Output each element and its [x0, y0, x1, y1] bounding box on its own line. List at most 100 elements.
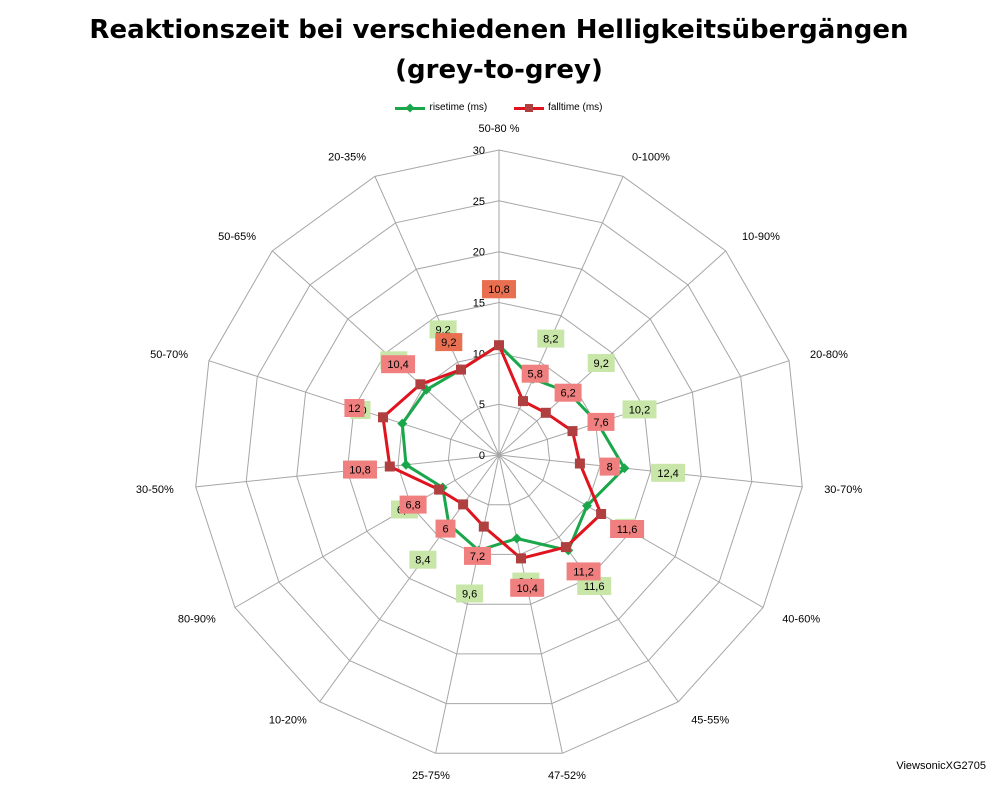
falltime-data-label: 5,8	[528, 369, 543, 381]
risetime-data-label-bg	[651, 463, 686, 482]
category-label: 10-90%	[742, 231, 780, 243]
grid-ring	[195, 149, 803, 754]
risetime-data-label-bg	[622, 400, 657, 419]
category-label: 47-52%	[548, 770, 586, 782]
radial-tick-label: 25	[473, 196, 485, 208]
falltime-point	[540, 407, 551, 418]
category-label: 20-35%	[328, 151, 366, 163]
falltime-data-label-bg	[381, 355, 416, 374]
falltime-data-label: 6,2	[560, 388, 575, 400]
radial-tick-label: 20	[473, 247, 485, 259]
risetime-data-label: 8,2	[543, 334, 558, 346]
falltime-data-label: 8	[607, 462, 613, 474]
category-label: 30-70%	[824, 484, 862, 496]
falltime-data-label: 10,4	[516, 583, 537, 595]
credit-label: ViewsonicXG2705	[896, 760, 986, 772]
falltime-series-line	[381, 343, 603, 560]
falltime-point	[494, 340, 504, 351]
risetime-data-label-bg	[577, 577, 612, 595]
category-labels: 50-80 % 0-100% 10-90% 20-80% 30-70% 40-60% 45-…	[136, 123, 862, 782]
falltime-data-label-bg	[554, 383, 582, 402]
category-label: 50-65%	[218, 231, 256, 243]
falltime-data-label-bg	[521, 364, 549, 383]
falltime-data-label-bg	[610, 520, 645, 538]
category-label: 50-80 %	[479, 123, 520, 135]
radial-tick-label: 0	[479, 450, 485, 462]
category-label: 45-55%	[691, 715, 729, 727]
falltime-data-label-bg	[343, 460, 377, 479]
falltime-point	[567, 426, 578, 437]
risetime-data-label-bg	[409, 550, 437, 569]
falltime-data-label: 10,8	[488, 284, 509, 296]
falltime-data-label: 7,2	[470, 551, 485, 563]
falltime-data-label-bg	[399, 495, 427, 514]
grid-spoke	[435, 454, 500, 754]
risetime-data-label: 10,2	[629, 404, 650, 416]
falltime-point	[478, 521, 489, 532]
grid-spoke	[498, 454, 563, 754]
legend-item-falltime: falltime (ms)	[514, 102, 603, 113]
grid-ring	[346, 301, 652, 605]
grid-spoke	[498, 250, 727, 456]
falltime-point	[518, 396, 528, 407]
category-label: 0-100%	[632, 151, 670, 163]
chart-title: Reaktionszeit bei verschiedenen Helligke…	[0, 10, 998, 90]
falltime-data-label-bg	[510, 578, 545, 597]
falltime-data-label-bg	[566, 562, 601, 581]
falltime-point	[456, 364, 466, 375]
risetime-data-label: 11,6	[584, 581, 605, 593]
legend-risetime-label: risetime (ms)	[429, 102, 488, 113]
falltime-point	[516, 553, 526, 564]
falltime-data-label: 9,2	[441, 337, 456, 349]
risetime-data-label: 9,2	[594, 358, 609, 370]
falltime-data-label-bg	[599, 457, 620, 476]
falltime-data-label: 11,2	[573, 566, 594, 578]
grid-spoke	[374, 176, 500, 456]
falltime-point	[415, 379, 426, 390]
grid-spoke	[319, 454, 500, 703]
category-label: 25-75%	[412, 770, 450, 782]
grid-ring	[245, 200, 753, 705]
falltime-data-label-bg	[464, 546, 491, 565]
legend-risetime-swatch	[395, 102, 426, 113]
falltime-data-label-bg	[344, 399, 365, 417]
risetime-data-label-bg	[587, 354, 615, 372]
series-layer	[378, 340, 630, 564]
risetime-data-label: 12,4	[657, 468, 678, 480]
risetime-data-label-bg	[456, 584, 484, 603]
category-label: 40-60%	[782, 614, 820, 626]
grid-spoke	[234, 454, 500, 608]
falltime-point	[596, 509, 607, 519]
falltime-point	[378, 412, 388, 423]
category-label: 30-50%	[136, 484, 174, 496]
data-labels: 10,88,29,210,212,41011,68,49,68,46,49,21…	[343, 280, 686, 603]
falltime-point	[574, 458, 585, 469]
falltime-data-label: 10,4	[387, 359, 408, 371]
falltime-data-label: 6	[442, 524, 448, 536]
radial-tick-label: 5	[479, 399, 485, 411]
legend-item-risetime: risetime (ms)	[395, 102, 487, 113]
grid-spoke	[498, 176, 624, 456]
grid-spoke	[498, 454, 803, 488]
falltime-point	[560, 542, 571, 553]
chart-title-line1: Reaktionszeit bei verschiedenen Helligke…	[89, 15, 909, 45]
falltime-point	[458, 499, 469, 510]
grid-ring	[447, 403, 551, 506]
falltime-data-label: 7,6	[593, 417, 608, 429]
falltime-point	[434, 484, 445, 495]
radial-tick-label: 15	[473, 298, 485, 310]
falltime-point	[384, 461, 395, 472]
risetime-data-label: 9,6	[462, 589, 477, 601]
falltime-data-label: 6,8	[405, 500, 420, 512]
grid-ring	[397, 352, 601, 555]
radar-grid	[195, 149, 803, 754]
risetime-point	[619, 463, 630, 474]
risetime-point	[582, 500, 592, 511]
risetime-data-label: 8,4	[415, 555, 430, 567]
falltime-data-label-bg	[435, 333, 463, 352]
category-label: 50-70%	[150, 349, 188, 361]
risetime-series-line	[400, 343, 626, 552]
category-label: 10-20%	[269, 715, 307, 727]
category-label: 80-90%	[178, 614, 216, 626]
falltime-data-label-bg	[587, 412, 615, 431]
